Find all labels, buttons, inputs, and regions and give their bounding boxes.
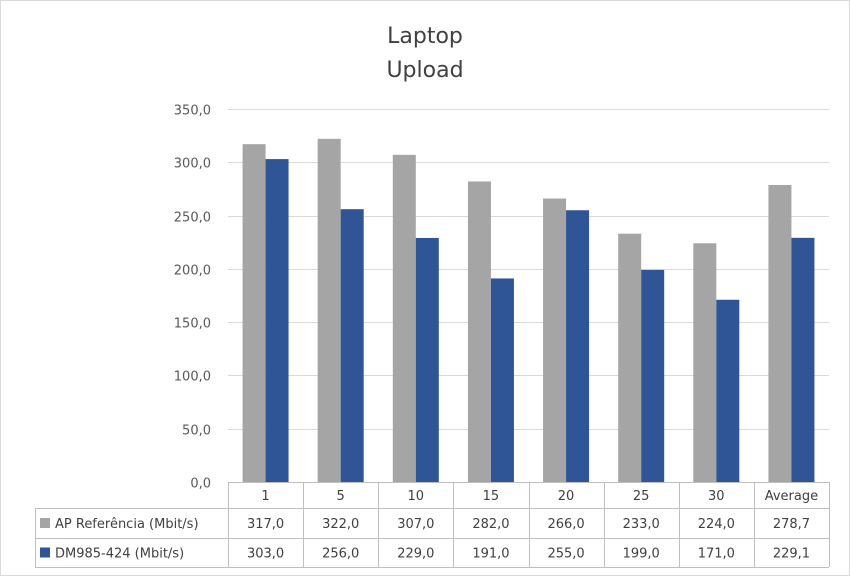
data-table-value: 224,0 (698, 517, 735, 532)
data-table-value: 229,1 (773, 547, 810, 562)
y-tick-label: 350,0 (174, 104, 211, 119)
chart-title-line-1: Laptop (387, 24, 463, 49)
data-table-value: 278,7 (773, 517, 810, 532)
data-table-value: 233,0 (623, 517, 660, 532)
y-tick-label: 0,0 (190, 477, 211, 492)
bar-series-1-1 (242, 144, 266, 482)
data-table-value: 171,0 (698, 547, 735, 562)
bar-series-1-15 (467, 181, 491, 482)
x-tick-label: 20 (558, 489, 575, 504)
y-tick-label: 300,0 (174, 157, 211, 172)
bar-series-2-15 (490, 278, 514, 482)
bars (242, 138, 815, 483)
data-table-value: 191,0 (472, 547, 509, 562)
legend-key-series-2 (40, 547, 50, 558)
data-table-value: 307,0 (397, 517, 434, 532)
data-table-value: 229,0 (397, 547, 434, 562)
y-tick-label: 250,0 (174, 211, 211, 226)
y-tick-label: 150,0 (174, 317, 211, 332)
data-table-value: 199,0 (623, 547, 660, 562)
x-tick-label: 25 (633, 489, 650, 504)
x-tick-label: 30 (708, 489, 725, 504)
data-table-value: 303,0 (247, 547, 284, 562)
bar-series-2-30 (716, 299, 740, 482)
bar-series-1-25 (618, 233, 642, 482)
bar-series-1-20 (543, 198, 567, 482)
x-tick-label: Average (765, 489, 818, 504)
data-table-value: 317,0 (247, 517, 284, 532)
data-table-value: 256,0 (322, 547, 359, 562)
data-table-value: 255,0 (547, 547, 584, 562)
x-tick-label: 1 (261, 489, 269, 504)
bar-series-2-1 (265, 159, 289, 483)
bar-series-2-25 (641, 269, 665, 482)
y-axis: 0,0 50,0 100,0 150,0 200,0 250,0 300,0 350,0 (174, 104, 211, 492)
bar-series-1-10 (392, 154, 416, 482)
legend-label: DM985-424 (Mbit/s) (55, 547, 184, 562)
legend-key-series-1 (40, 518, 50, 528)
bar-series-2-Average (791, 237, 815, 482)
x-tick-label: 5 (337, 489, 345, 504)
chart-title: Laptop Upload (386, 24, 463, 83)
bar-series-2-5 (340, 209, 364, 483)
bar-series-1-Average (768, 184, 792, 483)
data-table-value: 282,0 (472, 517, 509, 532)
bar-series-1-5 (317, 138, 341, 482)
data-table-value: 266,0 (547, 517, 584, 532)
y-tick-label: 200,0 (174, 264, 211, 279)
chart-title-line-2: Upload (386, 58, 463, 83)
y-tick-label: 100,0 (174, 370, 211, 385)
data-table-value: 322,0 (322, 517, 359, 532)
y-tick-label: 50,0 (182, 424, 211, 439)
x-tick-label: 10 (408, 489, 425, 504)
bar-series-2-10 (415, 237, 439, 482)
legend-label: AP Referência (Mbit/s) (55, 517, 199, 532)
bar-series-1-30 (693, 243, 717, 482)
bar-series-2-20 (566, 210, 590, 482)
x-tick-label: 15 (483, 489, 500, 504)
